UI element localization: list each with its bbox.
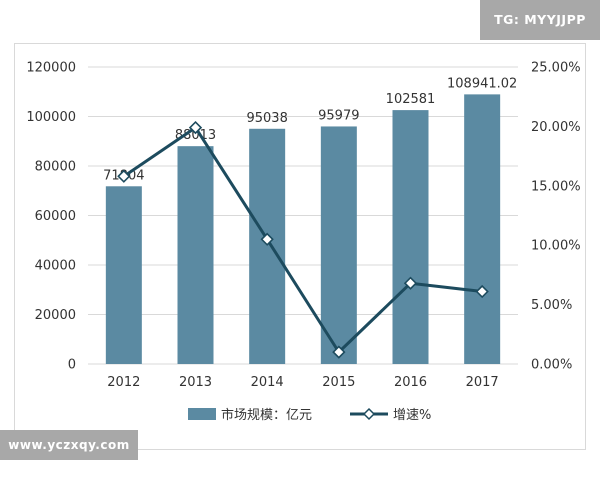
gridlines [88,66,518,365]
legend-bar-swatch [188,408,216,420]
x-tick-label: 2012 [107,375,140,390]
watermark-top-right: TG: MYYJJPP [480,0,600,40]
bar-2015 [320,126,357,365]
right-tick-label: 10.00% [531,239,581,254]
right-tick-label: 15.00% [531,179,581,194]
growth-marker-2014 [260,232,274,246]
right-tick-label: 5.00% [531,298,572,313]
x-tick-label: 2014 [251,375,284,390]
bar-series [105,94,501,365]
bar-data-label: 95038 [246,111,287,126]
left-tick-label: 80000 [35,160,76,175]
bar-2017 [464,94,501,364]
bar-data-label: 88013 [175,128,216,143]
legend-line-marker [362,407,376,421]
bar-2013 [177,146,214,364]
right-tick-label: 20.00% [531,120,581,135]
left-tick-label: 60000 [35,209,76,224]
growth-marker-2017 [475,284,489,299]
bar-data-label: 95979 [318,108,359,123]
x-tick-label: 2015 [322,375,355,390]
legend-bar-label: 市场规模：亿元 [221,407,312,423]
left-tick-label: 20000 [35,308,76,323]
growth-marker-2012 [117,169,131,183]
left-tick-label: 120000 [26,61,76,76]
left-tick-label: 100000 [26,110,76,125]
bar-data-label: 102581 [386,92,436,107]
right-tick-label: 25.00% [531,61,581,76]
right-tick-label: 0.00% [531,358,572,373]
watermark-bottom-left: www.yczxqy.com [0,430,138,460]
x-tick-label: 2013 [179,375,212,390]
left-tick-label: 0 [68,358,76,373]
right-axis-ticks: 0.00% 5.00% 10.00% 15.00% 20.00% 25.00% [531,61,581,373]
growth-marker-2013 [188,120,203,135]
line-series [117,120,489,359]
bar-2014 [249,128,286,364]
legend-line-label: 增速% [393,408,431,423]
growth-line [122,126,483,354]
bar-2016 [392,110,429,364]
growth-marker-2016 [403,276,418,290]
legend: 市场规模：亿元 增速% [188,407,431,423]
bar-2012 [105,186,142,364]
bar-data-label: 108941.02 [447,76,517,91]
x-tick-label: 2017 [466,375,499,390]
x-tick-label: 2016 [394,375,427,390]
left-tick-label: 40000 [35,259,76,274]
left-axis-ticks: 0 20000 40000 60000 80000 100000 120000 [26,61,76,373]
growth-marker-2015 [332,345,346,359]
bar-data-labels: 71804880139503895979102581108941.02 [103,76,517,183]
x-axis-ticks: 2012 2013 2014 2015 2016 2017 [107,375,498,390]
